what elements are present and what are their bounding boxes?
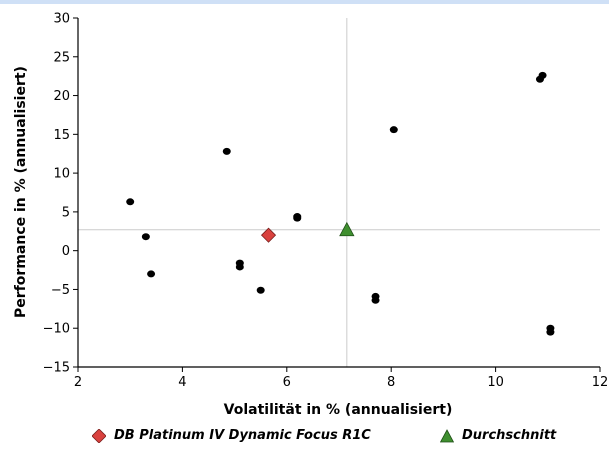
y-tick-label: −15 (43, 361, 70, 376)
data-point (147, 270, 156, 278)
legend-label-fund: DB Platinum IV Dynamic Focus R1C (114, 428, 371, 443)
data-point (235, 263, 244, 271)
data-point (126, 198, 135, 206)
x-tick-label: 10 (487, 375, 504, 390)
data-points (126, 71, 555, 336)
x-tick-label: 6 (283, 375, 291, 390)
data-point (546, 328, 555, 336)
data-point (293, 214, 302, 222)
y-tick-label: 25 (53, 50, 70, 65)
y-tick-label: 10 (53, 167, 70, 182)
data-point (371, 296, 380, 304)
data-point (141, 233, 150, 241)
x-tick-label: 4 (178, 375, 186, 390)
legend: DB Platinum IV Dynamic Focus R1C Durchsc… (0, 428, 609, 448)
y-tick-label: 5 (62, 205, 70, 220)
axes (73, 17, 601, 372)
y-tick-label: 0 (62, 244, 70, 259)
data-point (222, 147, 231, 155)
legend-item-average: Durchschnitt (440, 428, 556, 443)
y-tick-label: 20 (53, 89, 70, 104)
y-tick-label: −5 (51, 283, 70, 298)
legend-label-average: Durchschnitt (462, 428, 557, 443)
data-point (389, 126, 398, 134)
y-tick-label: −10 (43, 322, 70, 337)
x-tick-label: 12 (592, 375, 609, 390)
x-tick-label: 2 (74, 375, 82, 390)
y-tick-label: 30 (53, 12, 70, 27)
legend-item-fund: DB Platinum IV Dynamic Focus R1C (92, 428, 371, 443)
red-diamond-icon (92, 428, 106, 443)
x-axis-label: Volatilität in % (annualisiert) (224, 402, 453, 418)
data-point (256, 286, 265, 294)
y-axis-label: Performance in % (annualisiert) (13, 66, 29, 318)
scatter-chart: −15 −10 −5 0 5 10 15 20 25 30 2 4 6 8 10 12 Volatilität… (13, 12, 609, 419)
fund-point (260, 227, 277, 243)
data-point (538, 71, 547, 79)
average-point (339, 221, 355, 237)
tick-labels: −15 −10 −5 0 5 10 15 20 25 30 2 4 6 8 10 12 (43, 12, 609, 391)
reference-lines (78, 18, 600, 367)
x-tick-label: 8 (387, 375, 395, 390)
y-tick-label: 15 (53, 128, 70, 143)
green-triangle-icon (440, 428, 454, 442)
top-border (0, 0, 609, 4)
